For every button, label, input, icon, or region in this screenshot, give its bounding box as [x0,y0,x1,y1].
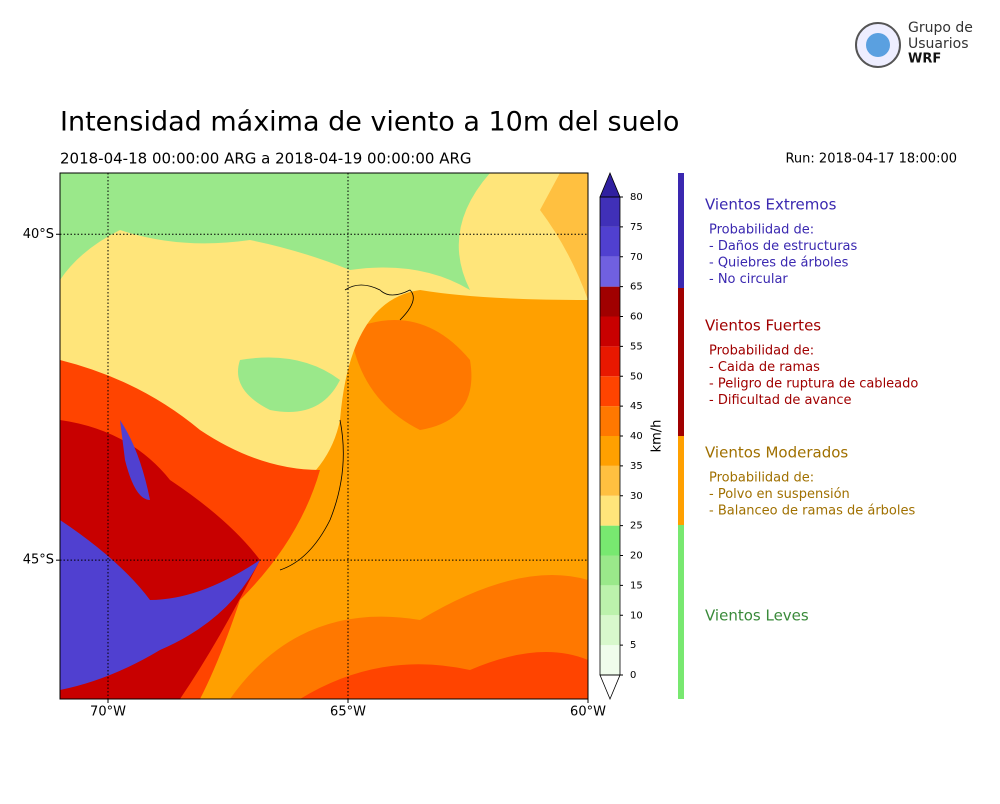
colorbar-tick-label: 35 [630,461,643,472]
legend-title: Vientos Moderados [705,444,848,462]
colorbar-segment [600,286,620,317]
legend-line: Probabilidad de: [709,471,814,486]
colorbar-segment [600,555,620,586]
colorbar-segment [600,615,620,646]
legend-line: Probabilidad de: [709,344,814,359]
colorbar-tick-label: 75 [630,222,643,233]
subtitle: 2018-04-18 00:00:00 ARG a 2018-04-19 00:… [60,150,472,168]
colorbar-unit: km/h [650,420,665,453]
colorbar-tick-label: 55 [630,341,643,352]
legend-title: Vientos Fuertes [705,317,821,335]
logo: Grupo de Usuarios WRF [855,20,973,68]
colorbar-tick-label: 70 [630,252,643,263]
colorbar-segment [600,346,620,377]
colorbar-segment [600,376,620,407]
logo-text: Grupo de [908,20,973,36]
legend-line: - Dificultad de avance [709,393,851,408]
logo-text: Usuarios [908,36,969,52]
logo-text: WRF [908,52,941,67]
colorbar-segment [600,495,620,526]
colorbar-segment [600,436,620,466]
legend-line: - Polvo en suspensión [709,487,850,502]
legend-line: - Daños de estructuras [709,239,858,254]
colorbar-tick-label: 15 [630,580,643,591]
colorbar-segment [600,406,620,436]
colorbar-tick-label: 0 [630,670,636,681]
colorbar-tick-label: 65 [630,282,643,293]
logo-emblem-inner [866,33,890,57]
colorbar-tick-label: 45 [630,401,643,412]
legend-line: - Caida de ramas [709,360,820,375]
colorbar: 0 5 10 15 20 25 30 35 40 45 50 55 60 65 70 75 80 [599,171,643,701]
colorbar-tick-label: 30 [630,491,643,502]
legend-bar [678,173,684,288]
run-time: Run: 2018-04-17 18:00:00 [785,152,957,167]
colorbar-tick-label: 80 [630,192,643,203]
legend-line: - Peligro de ruptura de cableado [709,377,918,392]
legend-line: - Quiebres de árboles [709,256,849,271]
colorbar-tick-label: 5 [630,640,636,651]
map-grid: 70°W 65°W 60°W 40°S 45°S [23,173,606,720]
colorbar-segment [600,585,620,616]
colorbar-tick-label: 20 [630,551,643,562]
legend-bar [678,288,684,436]
colorbar-segment [600,316,620,347]
map-frame [59,172,589,700]
colorbar-segment [600,197,620,227]
colorbar-segment [600,256,620,287]
colorbar-under [599,674,621,701]
y-tick-label: 45°S [23,553,54,568]
colorbar-tick-label: 50 [630,371,643,382]
colorbar-segment [600,645,620,675]
x-tick-label: 65°W [330,705,366,720]
colorbar-segment [600,226,620,257]
colorbar-tick-label: 10 [630,610,643,621]
colorbar-segment [600,465,620,496]
legend-line: - No circular [709,272,788,287]
legend-title: Vientos Extremos [705,196,837,214]
y-tick-label: 40°S [23,227,54,242]
colorbar-over [599,171,621,198]
x-tick-label: 60°W [570,705,606,720]
title: Intensidad máxima de viento a 10m del su… [60,107,679,138]
map-field [60,173,588,699]
legend-bar [678,525,684,699]
colorbar-tick-label: 25 [630,521,643,532]
legend-line: Probabilidad de: [709,223,814,238]
legend-line: - Balanceo de ramas de árboles [709,504,915,519]
legend-title: Vientos Leves [705,607,809,625]
colorbar-segment [600,525,620,556]
x-tick-label: 70°W [90,705,126,720]
legend-bar [678,436,684,525]
colorbar-tick-label: 60 [630,312,643,323]
colorbar-tick-label: 40 [630,431,643,442]
